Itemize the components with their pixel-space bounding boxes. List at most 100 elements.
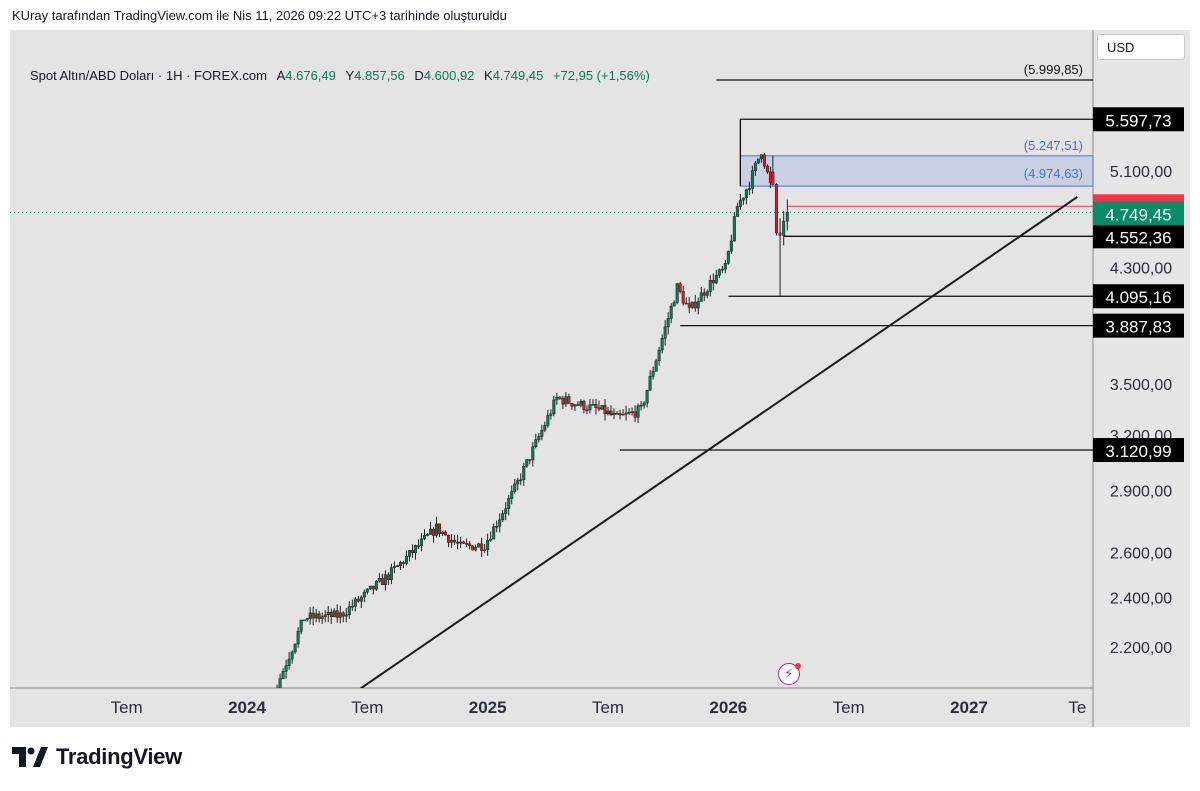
candle-body <box>273 697 276 699</box>
candle-up <box>543 421 547 433</box>
candle-body <box>89 721 92 722</box>
candle-body <box>107 720 110 722</box>
candle-body <box>195 716 198 722</box>
candle-body <box>597 407 601 410</box>
candle-up <box>222 713 225 729</box>
x-tick-label: 2027 <box>950 698 988 717</box>
candle-body <box>741 197 745 201</box>
candle-up <box>350 599 354 611</box>
candle-body <box>627 411 631 414</box>
candle-up <box>495 520 499 533</box>
candle-up <box>645 389 649 408</box>
candle-body <box>356 598 360 602</box>
candle-down <box>80 710 83 727</box>
candle-body <box>747 188 751 190</box>
candle-up <box>785 199 789 231</box>
candle-body <box>666 318 670 328</box>
candle-up <box>131 718 134 728</box>
candle-up <box>392 561 396 574</box>
lightning-event-icon[interactable]: ⚡ <box>778 663 801 685</box>
y-tick-label: 2.400,00 <box>1110 591 1172 608</box>
candle-body <box>444 531 448 536</box>
candle-down <box>447 534 451 548</box>
candle-down <box>678 282 682 294</box>
candle-body <box>564 396 568 405</box>
candle-up <box>426 533 429 537</box>
candle-up <box>395 564 399 567</box>
candle-up <box>624 405 628 421</box>
chart-attribution: KUray tarafından TradingView.com ile Nis… <box>12 8 507 23</box>
candle-body <box>171 718 174 719</box>
candle-body <box>284 665 288 672</box>
candle-up <box>696 297 700 315</box>
symbol-name[interactable]: Spot Altın/ABD Doları · 1H · FOREX.com <box>30 68 267 83</box>
candle-body <box>474 546 478 551</box>
candle-body <box>326 611 330 615</box>
candle-body <box>648 375 652 391</box>
candle-body <box>323 614 327 618</box>
candle-body <box>738 199 742 207</box>
candle-up <box>507 494 511 516</box>
candle-body <box>404 556 408 564</box>
symbol-legend: Spot Altın/ABD Doları · 1H · FOREX.com A… <box>30 68 650 83</box>
candle-up <box>284 659 288 679</box>
candle-up <box>314 608 318 623</box>
candle-down <box>597 400 601 412</box>
candle-up <box>143 716 146 727</box>
candle-up <box>228 717 231 730</box>
candle-up <box>293 643 297 655</box>
candle-up <box>513 478 517 494</box>
candle-down <box>83 718 86 729</box>
candle-body <box>762 154 766 167</box>
candle-body <box>477 543 481 548</box>
candle-up <box>744 188 748 205</box>
x-tick-label: 2026 <box>709 698 747 717</box>
candle-body <box>371 585 375 590</box>
chart-area[interactable]: Spot Altın/ABD Doları · 1H · FOREX.com A… <box>10 30 1190 727</box>
candle-body <box>678 283 682 292</box>
candle-body <box>537 436 541 440</box>
candle-up <box>756 158 760 164</box>
candle-up <box>525 459 529 468</box>
candle-body <box>744 189 748 199</box>
candle-body <box>720 268 724 271</box>
candle-up <box>714 269 718 285</box>
candle-down <box>609 405 613 417</box>
candle-body <box>410 550 414 554</box>
candle-down <box>774 183 778 236</box>
candle-up <box>320 612 324 625</box>
tradingview-brand[interactable]: TradingView <box>12 744 182 770</box>
candle-body <box>573 404 577 407</box>
candle-down <box>528 459 532 465</box>
candle-up <box>168 713 171 722</box>
candle-body <box>216 717 219 718</box>
candle-up <box>152 709 155 717</box>
candle-body <box>441 531 445 534</box>
zone-bottom-label: (4.974,63) <box>1024 166 1083 181</box>
candle-up <box>651 366 655 380</box>
candle-body <box>567 396 571 404</box>
candle-up <box>498 513 502 533</box>
candle-body <box>729 240 733 252</box>
candle-down <box>104 711 107 729</box>
candle-up <box>296 627 300 648</box>
candle-down <box>765 164 769 174</box>
candle-down <box>356 596 360 603</box>
candle-up <box>489 531 493 542</box>
candle-body <box>624 412 628 415</box>
candle-body <box>684 302 688 305</box>
candle-down <box>156 712 159 724</box>
candle-body <box>53 722 56 727</box>
candle-body <box>618 413 622 416</box>
candle-up <box>435 516 439 538</box>
candle-body <box>699 292 703 302</box>
candle-body <box>785 212 789 222</box>
candle-body <box>570 402 574 407</box>
candle-up <box>747 181 751 196</box>
currency-button[interactable]: USD <box>1097 34 1185 60</box>
candle-down <box>603 399 607 421</box>
candle-body <box>95 720 98 725</box>
candle-body <box>92 720 95 722</box>
candle-up <box>377 573 381 583</box>
